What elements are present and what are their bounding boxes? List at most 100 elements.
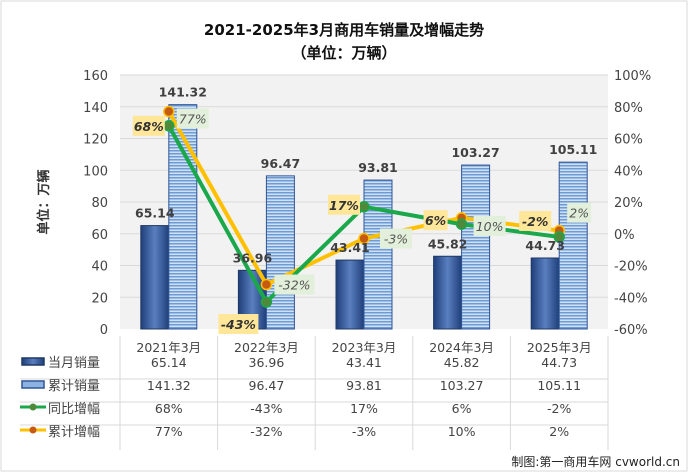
table-cell: 77% (155, 424, 183, 439)
table-cell: 36.96 (249, 355, 285, 370)
y2-tick-label: -60% (614, 323, 648, 338)
table-cell: 65.14 (151, 355, 187, 370)
credit: 制图:第一商用车网 cvworld.cn (511, 454, 680, 469)
x-category-label: 2021年3月 (136, 340, 201, 355)
legend-marker-3 (29, 426, 37, 434)
x-category-label: 2024年3月 (429, 340, 494, 355)
marker-cumulative (358, 232, 370, 245)
data-label-cumulative-growth: 10% (476, 219, 504, 234)
data-label-yoy: -2% (522, 214, 548, 229)
data-label-box (473, 215, 506, 236)
bar-monthly-sales (140, 225, 170, 330)
data-label-box (274, 274, 315, 295)
data-label-box (218, 314, 259, 335)
bar-monthly-sales (433, 255, 463, 330)
data-label-box (519, 210, 552, 231)
bar-monthly-sales (530, 257, 560, 330)
table-cell: 10% (448, 424, 476, 439)
chart-title: 2021-2025年3月商用车销量及增幅走势 (204, 21, 484, 39)
table-cell: 6% (452, 401, 472, 416)
data-label-cumulative-growth: 2% (569, 206, 589, 221)
x-category-label: 2025年3月 (527, 340, 592, 355)
table-cell: 2% (549, 424, 569, 439)
marker-yoy (358, 201, 370, 213)
data-label-monthly: 43.41 (330, 240, 370, 255)
table-cell: -32% (250, 424, 282, 439)
data-label-cumulative-growth: -32% (278, 278, 310, 293)
data-label-cumulative-growth: -3% (384, 232, 408, 247)
y2-tick-label: 100% (614, 69, 651, 84)
table-cell: 68% (155, 401, 183, 416)
y2-tick-label: -40% (614, 291, 648, 306)
y2-tick-label: 20% (614, 196, 643, 211)
bar-cumulative-sales (558, 161, 588, 330)
x-category-label: 2022年3月 (234, 340, 299, 355)
y-tick-label: 20 (91, 291, 108, 306)
data-label-cumulative: 96.47 (261, 156, 301, 171)
y-tick-label: 0 (100, 323, 108, 338)
data-label-cumulative: 103.27 (451, 145, 499, 160)
data-label-monthly: 65.14 (135, 206, 175, 221)
data-label-box (132, 115, 165, 136)
y2-tick-label: -20% (614, 260, 648, 275)
data-label-cumulative: 105.11 (549, 142, 597, 157)
legend-label: 同比增幅 (48, 402, 100, 417)
marker-yoy (163, 120, 175, 132)
table-cell: -43% (250, 401, 282, 416)
y-tick-label: 140 (83, 101, 108, 116)
y2-tick-label: 0% (614, 228, 635, 243)
data-label-cumulative: 141.32 (159, 85, 207, 100)
marker-yoy (260, 296, 273, 308)
data-label-box (380, 228, 412, 249)
table-cell: 141.32 (147, 378, 191, 393)
y-tick-label: 60 (91, 228, 108, 243)
table-cell: -2% (547, 401, 571, 416)
bar-monthly-sales (335, 259, 365, 330)
legend-label: 累计增幅 (48, 425, 100, 440)
y2-tick-label: 80% (614, 101, 643, 116)
marker-yoy (553, 231, 565, 243)
table-cell: 103.27 (440, 378, 484, 393)
table-cell: -3% (352, 424, 376, 439)
data-label-yoy: 68% (134, 119, 164, 134)
legend-swatch-1 (21, 380, 45, 389)
table-cell: 96.47 (249, 378, 285, 393)
data-label-monthly: 36.96 (233, 250, 273, 265)
y-tick-label: 80 (91, 196, 108, 211)
y-tick-label: 40 (91, 260, 108, 275)
data-label-box (567, 202, 592, 223)
y2-tick-label: 40% (614, 164, 643, 179)
data-label-yoy: 6% (425, 213, 446, 228)
y-tick-label: 100 (83, 164, 108, 179)
table-cell: 45.82 (444, 355, 480, 370)
bar-cumulative-sales (461, 164, 491, 330)
data-label-monthly: 45.82 (428, 236, 468, 251)
y-tick-label: 120 (83, 133, 108, 148)
table-cell: 43.41 (346, 355, 382, 370)
legend-label: 累计销量 (48, 379, 100, 394)
legend-marker-2 (29, 403, 37, 411)
data-label-cumulative: 93.81 (358, 160, 398, 175)
data-label-yoy: -43% (221, 317, 256, 332)
data-label-box (423, 210, 448, 231)
data-label-monthly: 44.73 (525, 238, 565, 253)
marker-cumulative (163, 105, 175, 118)
marker-cumulative (260, 278, 273, 291)
data-label-yoy: 17% (329, 198, 359, 213)
chart-subtitle: （单位：万辆） (291, 44, 396, 62)
marker-yoy (455, 218, 468, 230)
data-label-box (328, 194, 360, 215)
data-label-box (176, 108, 209, 129)
table-cell: 105.11 (537, 378, 581, 393)
y2-tick-label: 60% (614, 133, 643, 148)
table-cell: 17% (350, 401, 378, 416)
bar-cumulative-sales (168, 104, 198, 330)
y-axis-title: 单位：万辆 (36, 169, 52, 234)
y-tick-label: 160 (83, 69, 108, 84)
data-label-cumulative-growth: 77% (179, 112, 207, 127)
legend-swatch-0 (21, 357, 45, 366)
legend-label: 当月销量 (48, 356, 100, 371)
x-category-label: 2023年3月 (332, 340, 397, 355)
